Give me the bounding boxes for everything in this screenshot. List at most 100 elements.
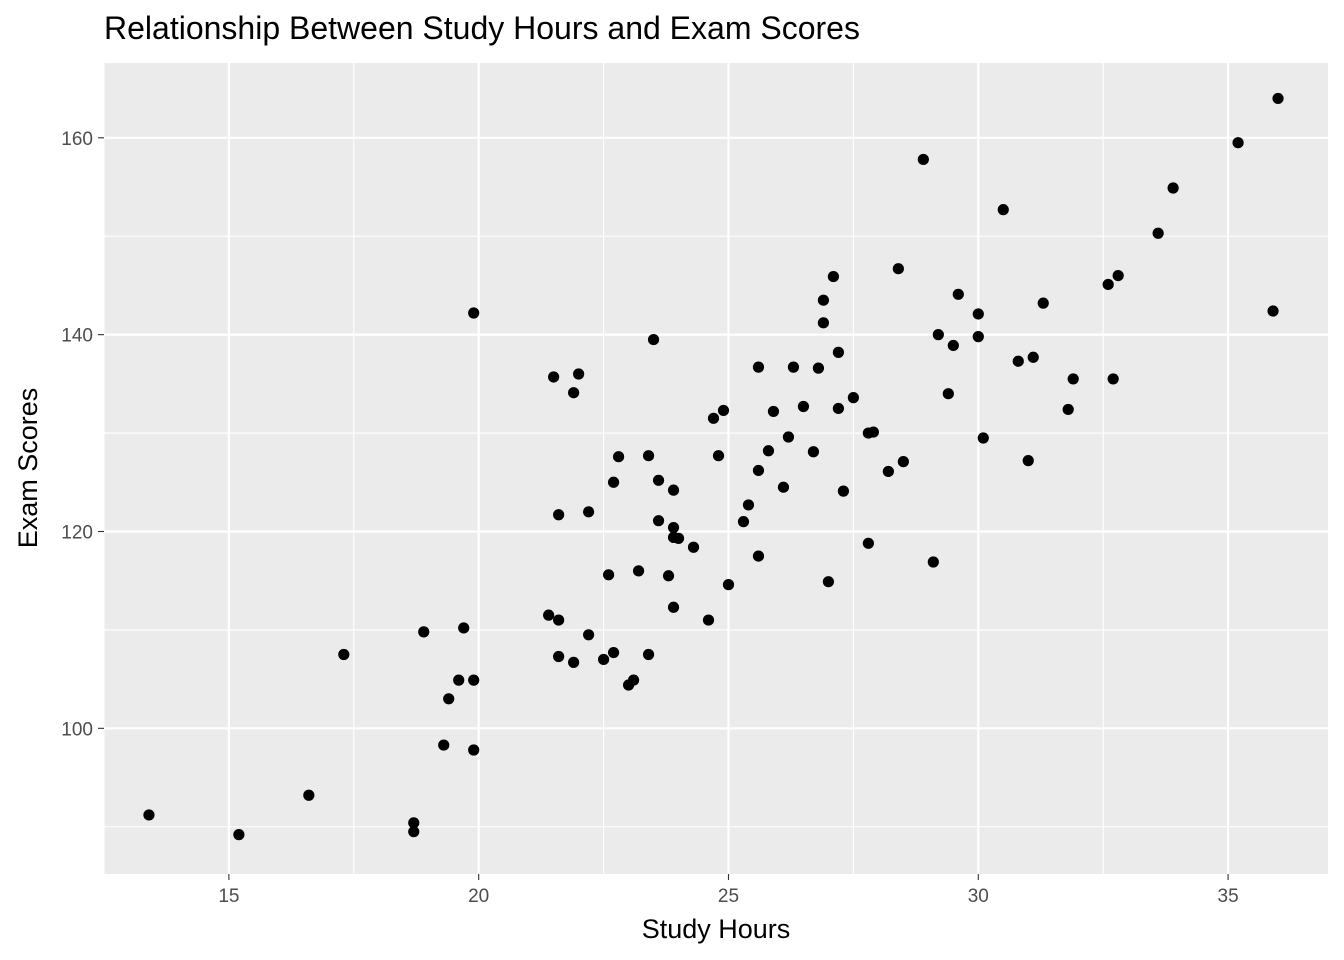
scatter-point bbox=[1107, 373, 1119, 385]
chart-title: Relationship Between Study Hours and Exa… bbox=[104, 10, 860, 46]
scatter-point bbox=[942, 388, 954, 400]
scatter-point bbox=[1027, 351, 1039, 363]
scatter-point bbox=[1272, 92, 1284, 105]
scatter-point bbox=[1232, 137, 1244, 149]
scatter-point bbox=[662, 570, 675, 582]
scatter-point bbox=[1022, 455, 1034, 467]
scatter-point bbox=[408, 817, 420, 829]
scatter-point bbox=[782, 431, 795, 443]
scatter-point bbox=[647, 333, 660, 346]
scatter-point bbox=[652, 515, 665, 527]
scatter-point bbox=[667, 521, 680, 534]
scatter-point bbox=[752, 550, 765, 562]
scatter-point bbox=[468, 674, 480, 686]
scatter-point bbox=[707, 412, 720, 424]
scatter-point bbox=[927, 556, 939, 568]
scatter-point bbox=[777, 481, 790, 493]
scatter-point bbox=[762, 445, 775, 457]
scatter-point bbox=[817, 294, 830, 306]
scatter-point bbox=[548, 371, 560, 383]
scatter-point bbox=[897, 456, 909, 468]
plot-panel bbox=[104, 63, 1328, 874]
scatter-point bbox=[822, 576, 835, 588]
scatter-point bbox=[583, 629, 595, 641]
scatter-point bbox=[847, 392, 859, 404]
scatter-point bbox=[642, 648, 655, 661]
scatter-point bbox=[817, 317, 830, 329]
scatter-point bbox=[553, 509, 565, 521]
scatter-point bbox=[143, 809, 155, 821]
scatter-point bbox=[832, 402, 845, 415]
x-tick-label: 35 bbox=[1218, 886, 1239, 907]
scatter-point bbox=[797, 400, 810, 413]
x-tick-label: 30 bbox=[968, 886, 989, 907]
scatter-point bbox=[1012, 355, 1024, 367]
y-tick-label: 140 bbox=[61, 326, 93, 347]
scatter-point bbox=[917, 153, 929, 166]
scatter-point bbox=[652, 474, 665, 486]
scatter-point bbox=[607, 646, 620, 659]
scatter-point bbox=[597, 653, 610, 666]
scatter-point bbox=[602, 569, 615, 581]
scatter-point bbox=[612, 451, 625, 463]
scatter-point bbox=[568, 387, 580, 399]
scatter-point bbox=[607, 476, 620, 488]
scatter-point bbox=[1267, 305, 1279, 317]
scatter-point bbox=[583, 506, 595, 518]
scatter-point bbox=[573, 368, 585, 380]
scatter-point bbox=[767, 405, 780, 418]
scatter-point bbox=[1037, 297, 1049, 309]
y-tick-label: 100 bbox=[61, 719, 93, 740]
scatter-point bbox=[632, 565, 645, 577]
scatter-point bbox=[233, 829, 245, 841]
x-tick-label: 20 bbox=[468, 886, 489, 907]
y-tick-label: 120 bbox=[61, 522, 93, 543]
scatter-point bbox=[443, 693, 455, 705]
scatter-point bbox=[468, 744, 480, 756]
y-axis: 100 120 140 160 bbox=[61, 129, 104, 740]
scatter-point bbox=[1167, 182, 1179, 194]
scatter-point bbox=[642, 450, 655, 462]
scatter-point bbox=[832, 346, 845, 358]
scatter-point bbox=[972, 331, 984, 343]
scatter-point bbox=[303, 789, 315, 801]
scatter-point bbox=[947, 339, 959, 352]
scatter-point bbox=[722, 579, 735, 591]
x-tick-label: 25 bbox=[718, 886, 739, 907]
scatter-point bbox=[453, 674, 465, 686]
scatter-point bbox=[997, 204, 1009, 216]
scatter-point bbox=[418, 626, 430, 638]
scatter-point bbox=[752, 361, 765, 373]
scatter-point bbox=[702, 614, 715, 626]
scatter-point bbox=[977, 432, 989, 444]
x-axis-title: Study Hours bbox=[642, 914, 791, 944]
scatter-point bbox=[862, 537, 874, 549]
scatter-point bbox=[672, 532, 685, 544]
scatter-point bbox=[717, 404, 730, 417]
scatter-point bbox=[742, 499, 755, 511]
scatter-point bbox=[1152, 227, 1164, 239]
scatter-point bbox=[867, 426, 879, 438]
scatter-point bbox=[553, 614, 565, 626]
scatter-point bbox=[1067, 373, 1079, 385]
scatter-point bbox=[932, 329, 944, 341]
scatter-point bbox=[752, 464, 765, 477]
scatter-point bbox=[687, 541, 700, 553]
scatter-point bbox=[712, 450, 725, 462]
minor-gridlines bbox=[103, 63, 1328, 874]
scatter-point bbox=[627, 674, 640, 686]
scatter-point bbox=[1102, 278, 1114, 291]
scatter-point bbox=[458, 622, 470, 634]
scatter-point bbox=[568, 656, 580, 668]
data-points bbox=[143, 92, 1284, 841]
scatter-point bbox=[543, 609, 555, 621]
scatter-point bbox=[952, 288, 964, 300]
scatter-point bbox=[408, 826, 420, 838]
x-tick-label: 15 bbox=[218, 886, 239, 907]
scatter-point bbox=[892, 263, 904, 275]
scatter-point bbox=[972, 308, 984, 320]
x-axis: 15 20 25 30 35 bbox=[218, 874, 1239, 907]
scatter-point bbox=[827, 270, 840, 283]
scatter-point bbox=[553, 650, 565, 663]
